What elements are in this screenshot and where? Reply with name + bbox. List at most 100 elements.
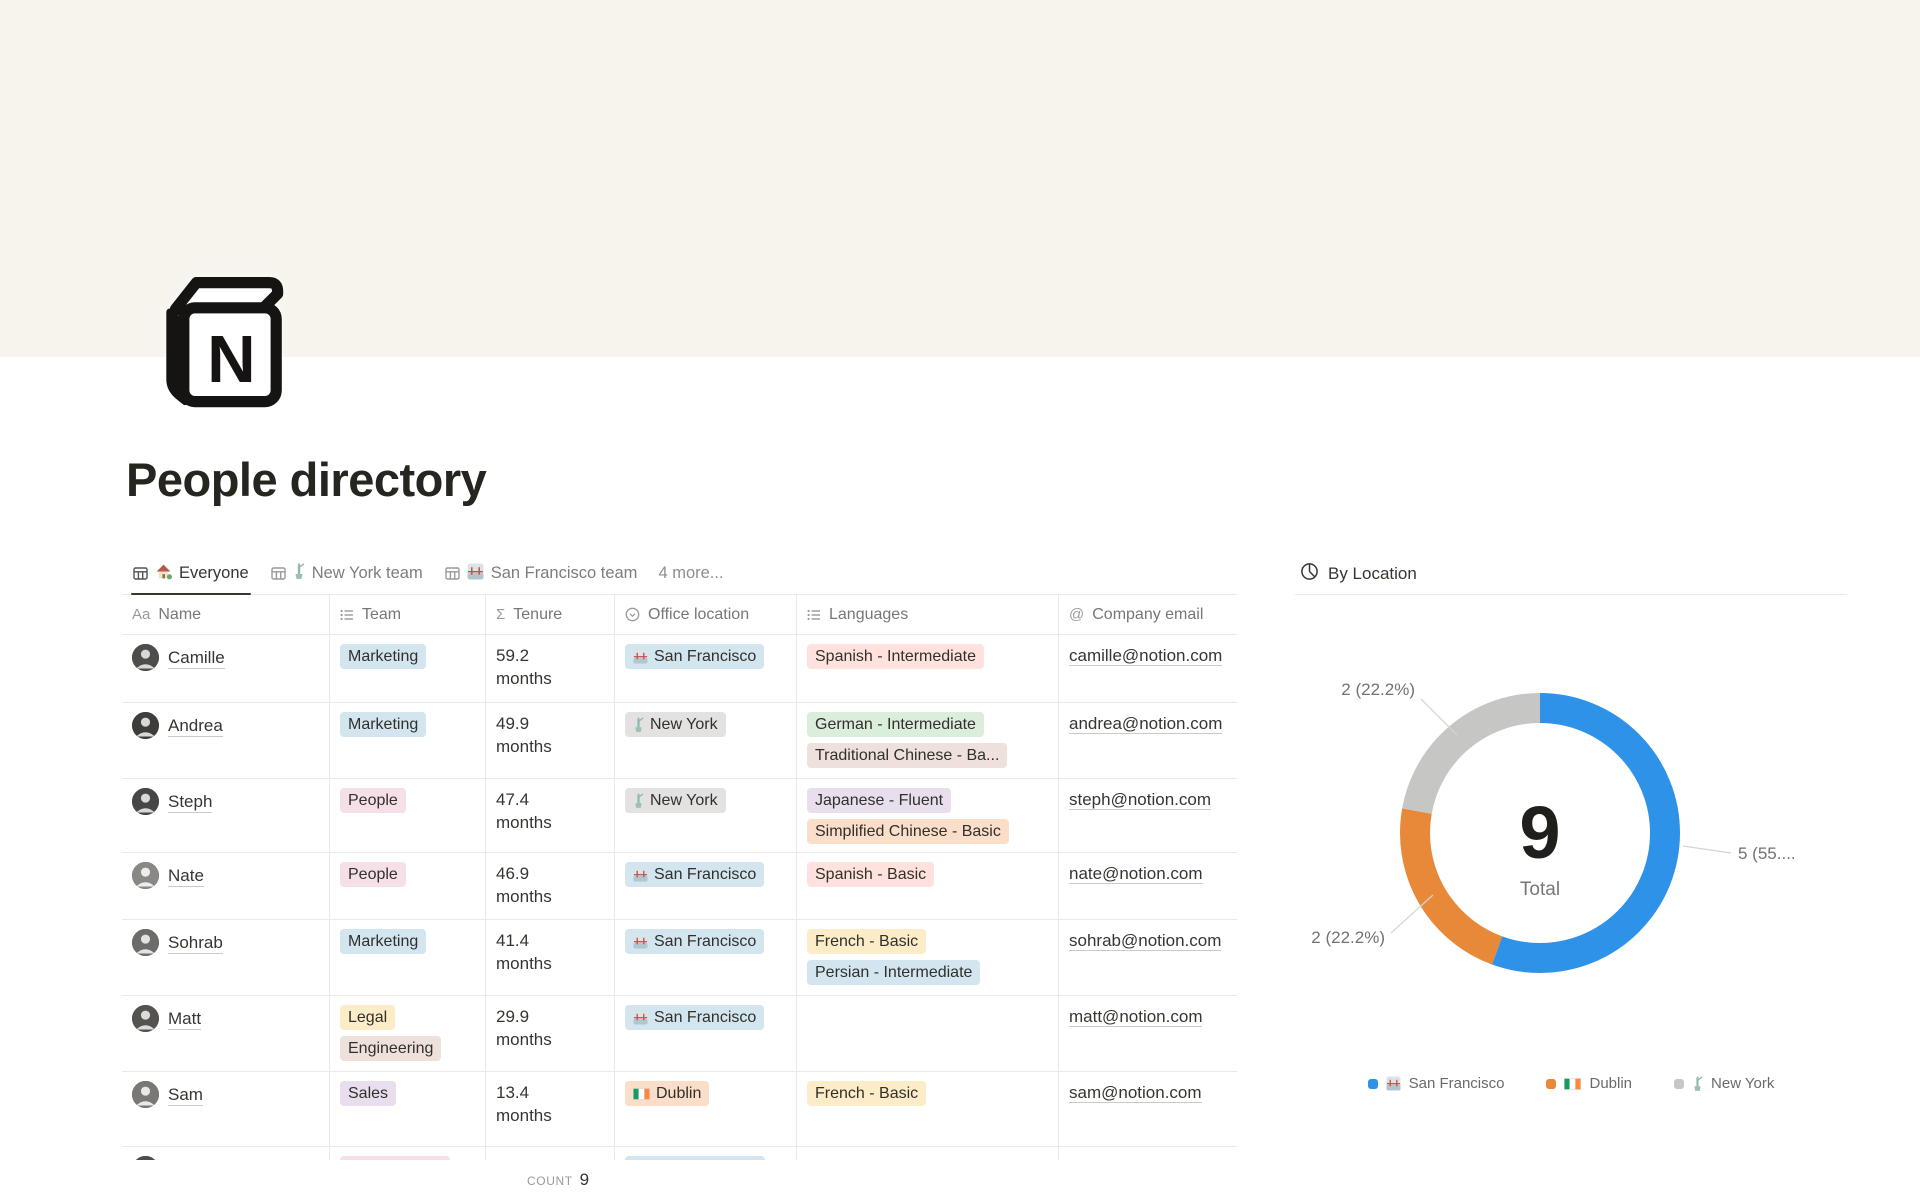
column-header-company-email[interactable]: @ Company email xyxy=(1059,595,1237,634)
donut-chart[interactable]: 2 (22.2%) 2 (22.2%) 5 (55.... 9 Total xyxy=(1295,643,1847,1045)
team-tag[interactable]: Marketing xyxy=(340,929,427,954)
legend-item-new-york[interactable]: New York xyxy=(1674,1075,1774,1092)
language-tag[interactable]: Simplified Chinese - Basic xyxy=(807,819,1009,844)
person-name-link[interactable]: Nate xyxy=(168,865,204,887)
column-header-name[interactable]: Aa Name xyxy=(122,595,330,634)
email-link[interactable]: steph@notion.com xyxy=(1069,790,1212,810)
email-cell[interactable]: matt@notion.com xyxy=(1059,996,1237,1071)
team-tag[interactable]: People xyxy=(340,862,406,887)
office-cell[interactable]: New York xyxy=(615,779,797,852)
column-header-languages[interactable]: Languages xyxy=(797,595,1059,634)
tab-san-francisco-team[interactable]: San Francisco team xyxy=(434,553,649,594)
name-cell[interactable]: Nate xyxy=(122,853,330,919)
team-tag[interactable]: Legal xyxy=(340,1005,396,1030)
legend-item-san-francisco[interactable]: San Francisco xyxy=(1367,1075,1504,1092)
team-cell[interactable]: Marketing xyxy=(330,703,486,778)
office-tag[interactable]: San Francisco xyxy=(625,1005,765,1030)
language-tag[interactable]: German - Intermediate xyxy=(807,712,984,737)
name-cell[interactable]: Andrea xyxy=(122,703,330,778)
tenure-cell[interactable]: 49.9 months xyxy=(486,703,615,778)
email-link[interactable]: nate@notion.com xyxy=(1069,864,1203,884)
person-name-link[interactable]: Sohrab xyxy=(168,932,223,954)
languages-cell[interactable]: French - Basic Persian - Intermediate xyxy=(797,920,1059,995)
person-name-link[interactable]: Matt xyxy=(168,1008,202,1030)
donut-segment-new-york[interactable] xyxy=(1400,693,1680,973)
team-tag[interactable]: People xyxy=(340,788,406,813)
team-tag[interactable]: Sales xyxy=(340,1081,397,1106)
languages-cell[interactable] xyxy=(797,1147,1059,1160)
email-cell[interactable]: nate@notion.com xyxy=(1059,853,1237,919)
team-cell[interactable]: Sales xyxy=(330,1072,486,1146)
tenure-cell[interactable]: 59.2 months xyxy=(486,635,615,702)
language-tag[interactable]: Spanish - Basic xyxy=(807,862,935,887)
email-cell[interactable]: andrea@notion.com xyxy=(1059,703,1237,778)
person-name-link[interactable]: Camille xyxy=(168,647,225,669)
tenure-cell[interactable]: 41.4 months xyxy=(486,920,615,995)
name-cell[interactable]: Matt xyxy=(122,996,330,1071)
office-tag[interactable]: San Francisco xyxy=(625,644,765,669)
tabs-more-button[interactable]: 4 more... xyxy=(658,564,724,582)
language-tag[interactable]: Japanese - Fluent xyxy=(807,788,952,813)
email-link[interactable]: sohrab@notion.com xyxy=(1069,931,1222,951)
office-cell[interactable]: San Francisco xyxy=(615,853,797,919)
languages-cell[interactable]: French - Basic xyxy=(797,1072,1059,1146)
tenure-cell[interactable]: 46.9 months xyxy=(486,853,615,919)
language-tag[interactable]: Persian - Intermediate xyxy=(807,960,981,985)
person-name-link[interactable]: Andrea xyxy=(168,715,223,737)
office-tag[interactable]: San Francisco xyxy=(625,929,765,954)
person-name-link[interactable]: Sam xyxy=(168,1084,203,1106)
office-tag[interactable] xyxy=(625,1156,765,1160)
team-tag[interactable]: Engineering xyxy=(340,1036,442,1061)
email-cell[interactable]: camille@notion.com xyxy=(1059,635,1237,702)
tab-everyone[interactable]: Everyone xyxy=(122,553,260,595)
languages-cell[interactable]: German - Intermediate Traditional Chines… xyxy=(797,703,1059,778)
office-tag[interactable]: New York xyxy=(625,788,726,813)
email-link[interactable]: sam@notion.com xyxy=(1069,1083,1202,1103)
email-link[interactable]: camille@notion.com xyxy=(1069,646,1223,666)
tenure-cell[interactable]: 29.9 months xyxy=(486,996,615,1071)
language-tag[interactable]: Traditional Chinese - Ba... xyxy=(807,743,1008,768)
office-cell[interactable]: San Francisco xyxy=(615,996,797,1071)
team-tag[interactable] xyxy=(340,1156,450,1160)
column-header-tenure[interactable]: Σ Tenure xyxy=(486,595,615,634)
name-cell[interactable]: Steph xyxy=(122,779,330,852)
office-tag[interactable]: New York xyxy=(625,712,726,737)
email-cell[interactable]: steph@notion.com xyxy=(1059,779,1237,852)
name-cell[interactable]: Sohrab xyxy=(122,920,330,995)
office-tag[interactable]: San Francisco xyxy=(625,862,765,887)
office-cell[interactable]: New York xyxy=(615,703,797,778)
languages-cell[interactable]: Spanish - Intermediate xyxy=(797,635,1059,702)
office-cell[interactable]: San Francisco xyxy=(615,920,797,995)
email-cell[interactable]: sam@notion.com xyxy=(1059,1072,1237,1146)
legend-item-dublin[interactable]: Dublin xyxy=(1546,1075,1632,1092)
email-cell[interactable] xyxy=(1059,1147,1237,1160)
office-tag[interactable]: Dublin xyxy=(625,1081,710,1106)
notion-logo-icon[interactable]: N xyxy=(146,270,286,410)
tenure-cell[interactable] xyxy=(486,1147,615,1160)
tab-new-york-team[interactable]: New York team xyxy=(260,553,434,594)
team-cell[interactable]: Marketing xyxy=(330,920,486,995)
language-tag[interactable]: French - Basic xyxy=(807,929,927,954)
tenure-cell[interactable]: 13.4 months xyxy=(486,1072,615,1146)
name-cell[interactable]: Sam xyxy=(122,1072,330,1146)
column-header-team[interactable]: Team xyxy=(330,595,486,634)
name-cell[interactable] xyxy=(122,1147,330,1160)
table-count-calc[interactable]: COUNT 9 xyxy=(527,1170,1237,1190)
column-header-office-location[interactable]: Office location xyxy=(615,595,797,634)
name-cell[interactable]: Camille xyxy=(122,635,330,702)
person-name-link[interactable]: Steph xyxy=(168,791,213,813)
team-cell[interactable] xyxy=(330,1147,486,1160)
languages-cell[interactable]: Spanish - Basic xyxy=(797,853,1059,919)
team-tag[interactable]: Marketing xyxy=(340,644,427,669)
team-cell[interactable]: People xyxy=(330,779,486,852)
language-tag[interactable]: French - Basic xyxy=(807,1081,927,1106)
language-tag[interactable]: Spanish - Intermediate xyxy=(807,644,984,669)
email-link[interactable]: andrea@notion.com xyxy=(1069,714,1223,734)
team-tag[interactable]: Marketing xyxy=(340,712,427,737)
donut-segment-dublin[interactable] xyxy=(1400,693,1680,973)
office-cell[interactable]: Dublin xyxy=(615,1072,797,1146)
office-cell[interactable]: San Francisco xyxy=(615,635,797,702)
languages-cell[interactable]: Japanese - Fluent Simplified Chinese - B… xyxy=(797,779,1059,852)
tenure-cell[interactable]: 47.4 months xyxy=(486,779,615,852)
email-link[interactable]: matt@notion.com xyxy=(1069,1007,1203,1027)
